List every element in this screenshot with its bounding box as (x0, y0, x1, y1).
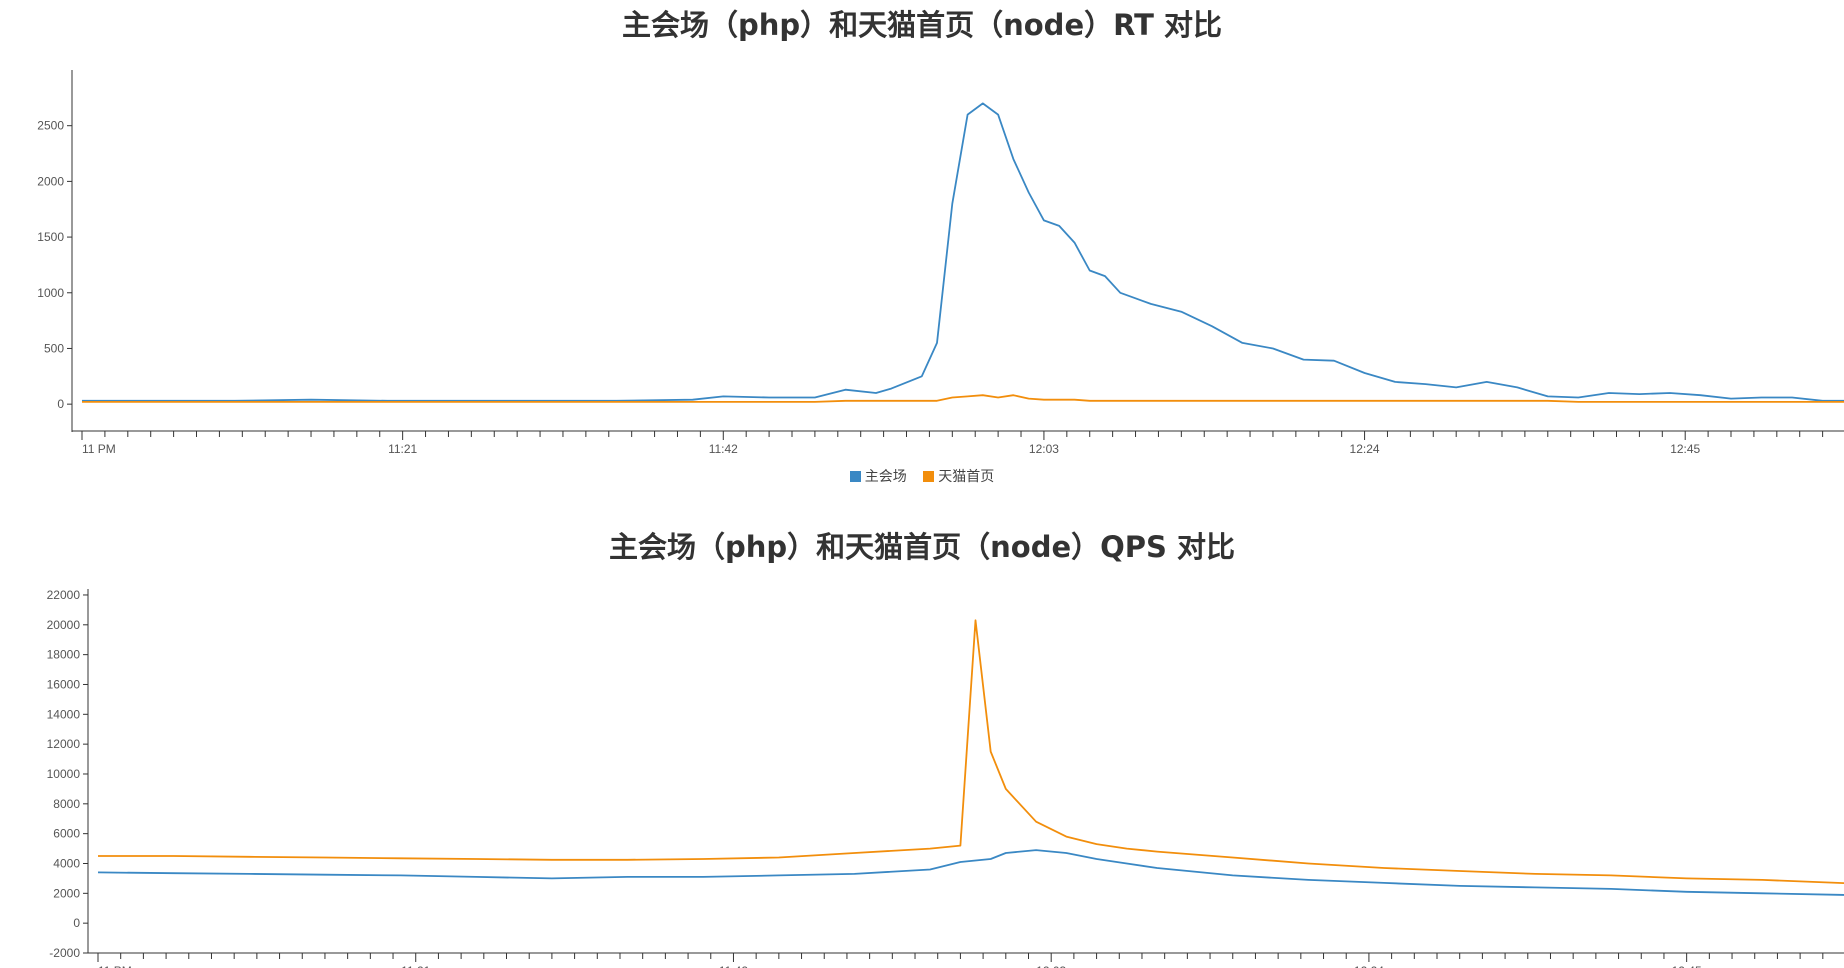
y-tick-label: 8000 (53, 797, 80, 811)
y-tick-label: 22000 (47, 588, 81, 602)
rt-chart-title: 主会场（php）和天猫首页（node）RT 对比 (621, 8, 1223, 42)
y-tick-label: 12000 (47, 737, 81, 751)
y-tick-label: 1500 (37, 230, 64, 244)
y-tick-label: 2000 (53, 886, 80, 900)
y-tick-label: 0 (57, 397, 64, 411)
y-tick-label: 2500 (37, 119, 64, 133)
x-tick-label: 12:45 (1672, 964, 1702, 968)
x-tick-label: 11:21 (401, 964, 430, 968)
x-tick-label: 12:03 (1029, 442, 1059, 456)
legend-swatch (923, 471, 935, 482)
series-line-b (98, 619, 1844, 885)
y-tick-label: 14000 (47, 707, 81, 721)
legend-label: 主会场 (864, 469, 907, 485)
rt-chart: 0 500 1000 1500 2000 2500 11 PM 11:21 11:42 12:03… (37, 70, 1844, 456)
series-line-a (82, 102, 1844, 402)
x-tick-label: 12:24 (1354, 964, 1384, 968)
y-tick-label: 10000 (47, 767, 81, 781)
y-tick-label: 6000 (53, 827, 80, 841)
x-tick-label: 12:45 (1670, 442, 1700, 456)
x-tick-label: 11:42 (719, 964, 748, 968)
legend-item-series-b[interactable]: 天猫首页 (923, 466, 994, 486)
x-tick-label: 11 PM (98, 964, 132, 968)
chart-legend: 主会场 天猫首页 (0, 466, 1844, 486)
legend-label: 天猫首页 (938, 469, 995, 485)
y-tick-label: 500 (44, 341, 64, 355)
series-line-b (82, 394, 1844, 403)
y-tick-label: 1000 (37, 286, 64, 300)
legend-item-series-a[interactable]: 主会场 (849, 466, 907, 486)
y-tick-label: -2000 (49, 946, 80, 960)
y-tick-label: 16000 (47, 677, 81, 691)
qps-chart-title: 主会场（php）和天猫首页（node）QPS 对比 (608, 530, 1236, 564)
x-tick-label: 11 PM (82, 442, 116, 456)
legend-swatch (849, 471, 861, 482)
x-tick-label: 11:42 (709, 442, 738, 456)
y-tick-label: 18000 (47, 648, 81, 662)
x-tick-label: 12:24 (1350, 442, 1380, 456)
x-tick-label: 11:21 (388, 442, 417, 456)
y-tick-label: 2000 (37, 174, 64, 188)
y-tick-label: 20000 (47, 618, 81, 632)
y-tick-label: 4000 (53, 856, 80, 870)
x-tick-label: 12:03 (1036, 964, 1066, 968)
y-tick-label: 0 (73, 916, 80, 930)
series-line-a (97, 849, 1844, 896)
